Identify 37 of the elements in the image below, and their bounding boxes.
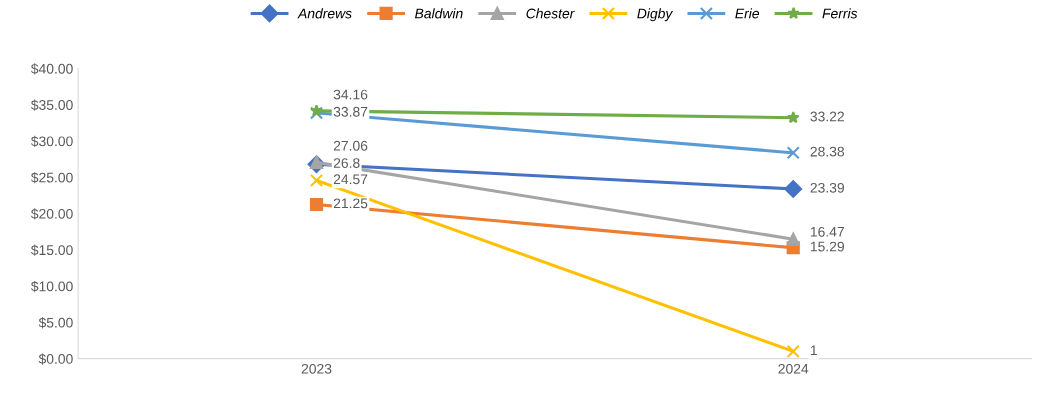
data-label: 26.8 (333, 158, 360, 168)
legend-label: Erie (735, 8, 760, 19)
y-tick-label: $35.00 (30, 99, 73, 111)
data-label: 33.87 (333, 106, 368, 117)
data-label: 33.22 (810, 111, 844, 122)
data-label: 24.57 (333, 174, 368, 185)
x-tick-label: 2023 (301, 363, 332, 374)
legend-label: Chester (526, 8, 575, 19)
y-tick-label: $40.00 (30, 63, 73, 75)
x-tick-label: 2024 (778, 363, 809, 374)
legend-label: Digby (637, 8, 674, 22)
data-label: 27.06 (333, 140, 368, 151)
data-label: 21.25 (333, 198, 368, 209)
y-tick-label: $30.00 (30, 135, 73, 148)
point (786, 232, 800, 246)
y-tick-label: $0.00 (38, 353, 73, 365)
legend-label: Ferris (822, 8, 858, 19)
point (309, 155, 324, 169)
legend-label: Andrews (297, 8, 352, 19)
data-label: 15.29 (810, 241, 844, 252)
y-tick-label: $10.00 (30, 280, 73, 293)
data-label: 1 (810, 345, 817, 356)
point (786, 111, 800, 124)
point (786, 146, 800, 160)
point (786, 344, 800, 359)
legend-label: Baldwin (415, 8, 463, 19)
data-label: 16.47 (810, 226, 844, 237)
y-tick-label: $5.00 (38, 317, 73, 329)
point (784, 180, 803, 198)
point (309, 173, 324, 188)
y-tick-label: $25.00 (30, 172, 73, 184)
y-tick-label: $15.00 (30, 244, 73, 256)
data-label: 23.39 (810, 182, 844, 193)
data-label: 34.16 (333, 89, 368, 100)
data-label: 28.38 (810, 146, 845, 157)
y-tick-label: $20.00 (30, 208, 73, 220)
point (309, 197, 324, 212)
